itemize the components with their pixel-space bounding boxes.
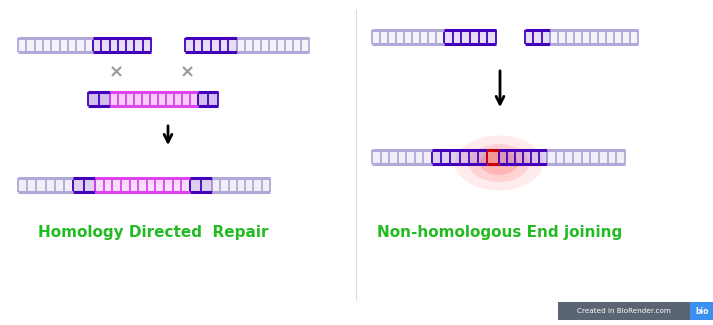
Bar (185, 38, 237, 52)
Bar (93, 38, 151, 52)
Bar (499, 150, 547, 164)
Text: ×: × (180, 63, 195, 81)
Bar (558, 302, 713, 320)
Bar (550, 30, 638, 44)
Bar (432, 150, 487, 164)
Ellipse shape (455, 136, 543, 190)
Bar (372, 30, 444, 44)
Bar (18, 178, 73, 192)
Bar (190, 178, 212, 192)
Bar (487, 150, 499, 164)
Ellipse shape (468, 144, 529, 182)
Bar (372, 150, 432, 164)
Bar (18, 38, 93, 52)
Bar (198, 92, 218, 106)
Bar (237, 38, 309, 52)
Text: Non-homologous End joining: Non-homologous End joining (377, 225, 622, 240)
Bar (110, 92, 198, 106)
Bar (525, 30, 550, 44)
Bar (547, 150, 625, 164)
Text: bio: bio (695, 306, 709, 316)
Bar (444, 30, 496, 44)
Text: Homology Directed  Repair: Homology Directed Repair (38, 225, 268, 240)
Bar (73, 178, 95, 192)
Ellipse shape (480, 151, 518, 175)
Text: ×: × (108, 63, 123, 81)
Bar (88, 92, 110, 106)
Bar (690, 302, 713, 320)
Bar (212, 178, 270, 192)
Bar (95, 178, 190, 192)
Text: Created in BioRender.com: Created in BioRender.com (577, 308, 671, 314)
